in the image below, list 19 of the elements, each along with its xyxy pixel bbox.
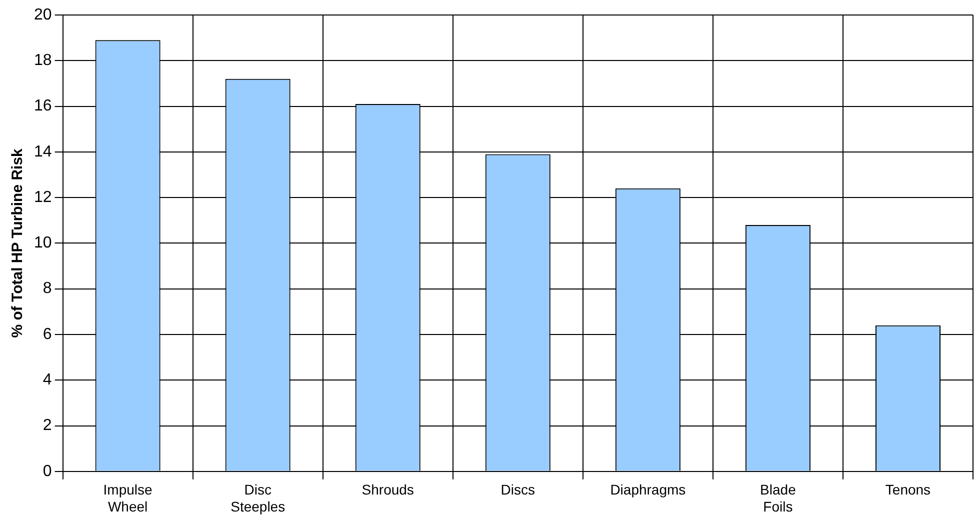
x-tick-label: Tenons	[885, 482, 931, 498]
x-tick-label: Disc Steeples	[230, 482, 286, 514]
y-tick-label: 14	[34, 143, 52, 160]
y-tick-label: 2	[42, 417, 52, 434]
x-tick-label: Shrouds	[362, 482, 414, 498]
x-tick-label: Blade Foils	[760, 482, 796, 514]
x-tick-label: Impulse Wheel	[103, 482, 153, 514]
y-tick-label: 18	[34, 52, 52, 70]
x-tick-label: Diaphragms	[610, 482, 686, 498]
y-tick-label: 8	[42, 280, 52, 298]
y-tick-label: 0	[42, 462, 52, 480]
y-tick-label: 10	[34, 234, 52, 252]
y-tick-label: 16	[34, 98, 52, 115]
y-axis-title: % of Total HP Turbine Risk	[9, 148, 26, 338]
y-tick-label: 12	[34, 188, 52, 206]
x-tick-label: Discs	[500, 482, 536, 498]
y-tick-label: 4	[42, 372, 52, 389]
y-tick-label: 6	[42, 326, 52, 343]
y-tick-label: 20	[34, 6, 52, 24]
